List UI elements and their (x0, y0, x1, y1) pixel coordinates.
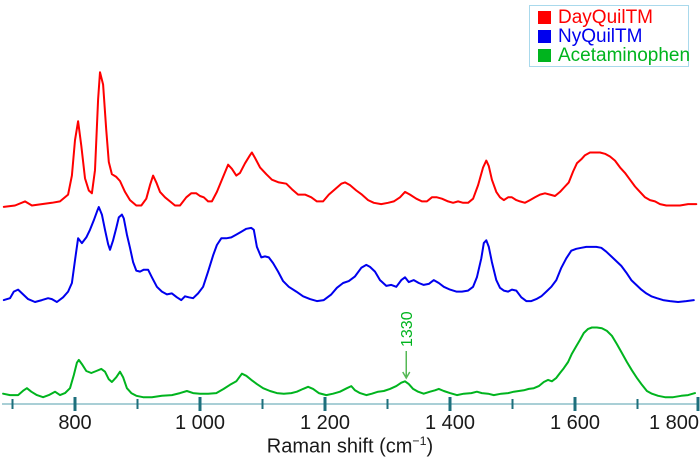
trace-nyquil (2, 206, 695, 303)
legend-label-nyquil: NyQuilTM (558, 26, 643, 47)
x-tick-label: 1 000 (175, 412, 225, 434)
legend: DayQuilTM NyQuilTM Acetaminophen (529, 5, 691, 67)
annotation-label: 1330 (399, 311, 416, 347)
x-tick-label: 1 600 (550, 412, 600, 434)
x-tick-label: 1 800 (649, 412, 699, 434)
legend-swatch-nyquil (538, 30, 551, 43)
x-axis-title: Raman shift (cm−1) (0, 434, 700, 459)
legend-label-dayquil: DayQuilTM (558, 7, 654, 28)
trace-acetaminophen (2, 326, 696, 399)
x-axis-title-text: Raman shift (cm (266, 435, 413, 458)
x-axis-title-superscript: −1 (412, 434, 427, 448)
x-tick-label: 1 200 (300, 412, 350, 434)
annotation-arrowhead (402, 371, 411, 380)
x-tick-label: 800 (58, 412, 91, 434)
legend-item-dayquil: DayQuilTM (538, 8, 688, 27)
legend-swatch-acetaminophen (538, 49, 551, 62)
legend-label-acetaminophen: Acetaminophen (558, 45, 691, 66)
trace-dayquil (2, 71, 698, 208)
legend-item-acetaminophen: Acetaminophen (538, 45, 691, 66)
x-axis-title-close: ) (426, 435, 434, 458)
legend-swatch-dayquil (538, 11, 551, 24)
x-tick-label: 1 400 (425, 412, 475, 434)
legend-item-nyquil: NyQuilTM (538, 27, 688, 46)
